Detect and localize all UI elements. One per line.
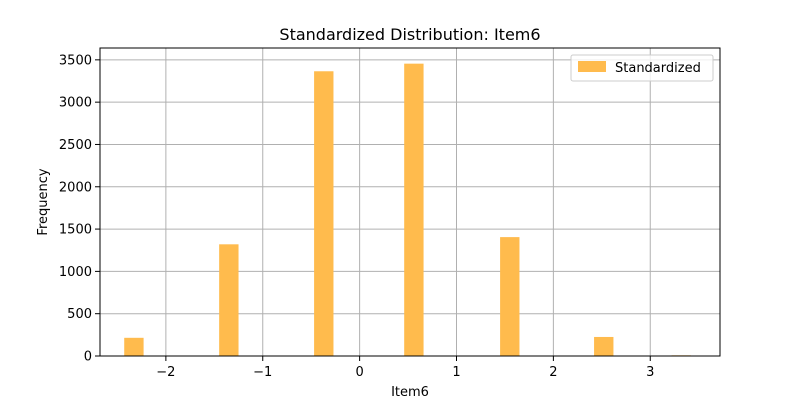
histogram-bar [594, 336, 614, 356]
y-axis: 0 500 1000 1500 2000 2500 3000 3500 [59, 53, 100, 365]
bars-layer [124, 63, 691, 357]
y-tick-label: 3000 [59, 96, 92, 111]
y-tick-label: 1000 [59, 265, 92, 280]
y-tick-label: 3500 [59, 53, 92, 68]
x-tick-label: 2 [549, 365, 557, 380]
histogram-bar [500, 237, 520, 356]
x-axis-label: Item6 [391, 385, 429, 400]
x-tick-label: 3 [646, 365, 654, 380]
legend-swatch [578, 61, 606, 72]
y-axis-label: Frequency [36, 168, 51, 235]
y-tick-label: 2500 [59, 138, 92, 153]
x-tick-label: −1 [253, 365, 272, 380]
histogram-bar [219, 244, 239, 356]
histogram-bar [404, 63, 424, 357]
y-tick-label: 500 [67, 307, 92, 322]
plot-frame [99, 47, 721, 357]
histogram-bar [124, 337, 144, 356]
x-tick-label: 0 [355, 365, 363, 380]
x-tick-label: 1 [452, 365, 460, 380]
y-tick-label: 0 [84, 350, 92, 365]
legend-box [570, 54, 714, 82]
legend: Standardized [570, 54, 714, 82]
y-tick-label: 2000 [59, 180, 92, 195]
y-tick-label: 1500 [59, 223, 92, 238]
chart-title: Standardized Distribution: Item6 [279, 25, 540, 44]
histogram-bar [314, 71, 334, 357]
x-axis: −2 −1 0 1 2 3 [156, 356, 654, 380]
legend-label-standardized: Standardized [615, 61, 701, 76]
x-tick-label: −2 [156, 365, 175, 380]
